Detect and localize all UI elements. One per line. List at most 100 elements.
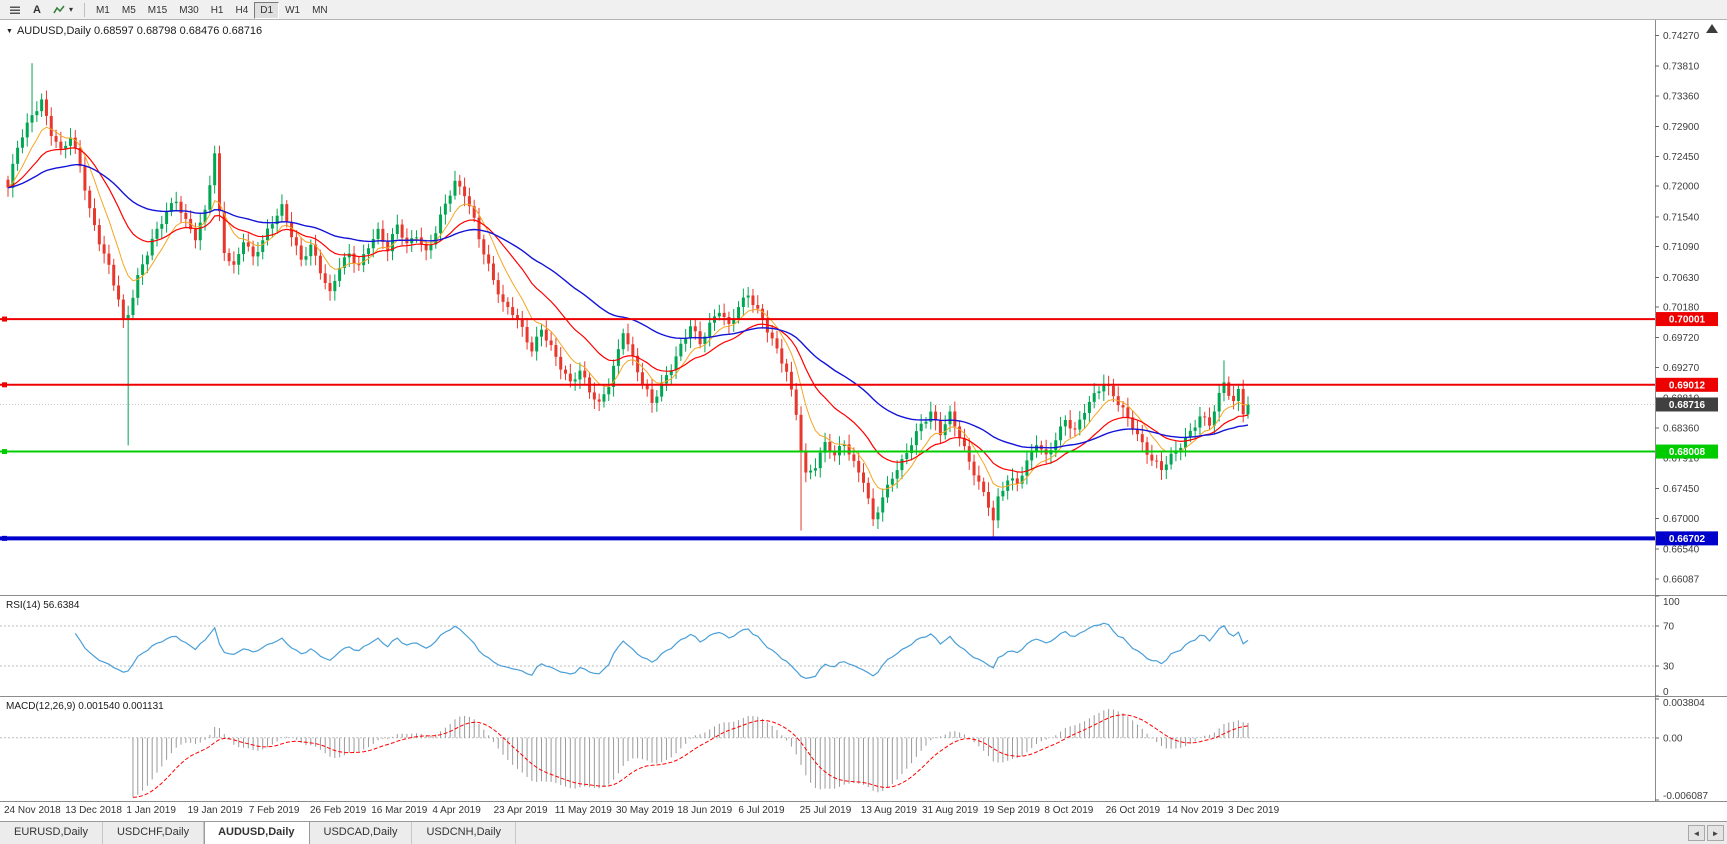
date-axis-label: 7 Feb 2019	[248, 805, 300, 816]
date-axis-label: 3 Dec 2019	[1228, 805, 1280, 816]
date-axis-label: 31 Aug 2019	[922, 805, 979, 816]
date-axis-label: 11 May 2019	[554, 805, 612, 816]
date-axis-label: 13 Dec 2018	[65, 805, 122, 816]
timeframe-w1-button[interactable]: W1	[279, 2, 306, 19]
date-axis-label: 16 Mar 2019	[371, 805, 428, 816]
price-tick-label: 0.70630	[1663, 273, 1700, 284]
ma-fast-line	[7, 126, 1248, 491]
hline-price-badge	[1656, 377, 1718, 392]
hline-price-badge-label: 0.66702	[1669, 534, 1706, 545]
tab-audusd[interactable]: AUDUSD,Daily	[204, 822, 310, 844]
timeframe-d1-button[interactable]: D1	[254, 2, 280, 19]
price-tick-label: 0.71540	[1663, 212, 1700, 223]
date-axis-label: 24 Nov 2018	[4, 805, 61, 816]
rsi-line	[74, 622, 1249, 680]
date-axis-label: 1 Jan 2019	[126, 805, 176, 816]
chart-list-icon[interactable]	[3, 1, 27, 18]
date-axis-label: 23 Apr 2019	[493, 805, 548, 816]
rsi-tick-label: 0	[1663, 687, 1669, 698]
macd-histogram	[132, 708, 1249, 798]
price-tick-label: 0.68360	[1663, 424, 1700, 435]
text-tool-icon[interactable]: A	[27, 1, 47, 18]
tab-scroll-arrows: ◄ ►	[1688, 825, 1724, 841]
timeframe-m5-button[interactable]: M5	[116, 2, 142, 19]
date-axis-label: 30 May 2019	[616, 805, 674, 816]
indicators-icon[interactable]: ▾	[47, 1, 79, 18]
date-axis-label: 25 Jul 2019	[799, 805, 852, 816]
scale-arrow-icon[interactable]	[1706, 24, 1718, 33]
date-axis-label: 19 Sep 2019	[983, 805, 1040, 816]
timeframe-h4-button[interactable]: H4	[229, 2, 254, 19]
dropdown-caret-icon: ▾	[68, 5, 73, 14]
date-axis-label: 26 Oct 2019	[1105, 805, 1161, 816]
date-axis-label: 19 Jan 2019	[187, 805, 243, 816]
tab-usdcnh[interactable]: USDCNH,Daily	[412, 822, 517, 844]
tab-usdchf[interactable]: USDCHF,Daily	[102, 822, 205, 844]
hline-price-badge-label: 0.69012	[1669, 380, 1706, 391]
price-tick-label: 0.70180	[1663, 303, 1700, 314]
symbol-tab-bar: EURUSD,Daily USDCHF,Daily AUDUSD,Daily USDC…	[0, 821, 1727, 844]
price-tick-label: 0.72000	[1663, 182, 1700, 193]
price-tick-label: 0.69270	[1663, 363, 1700, 374]
price-tick-label: 0.73360	[1663, 91, 1700, 102]
price-tick-label: 0.66087	[1663, 575, 1700, 586]
symbol-tabs: EURUSD,Daily USDCHF,Daily AUDUSD,Daily USDC…	[0, 822, 1727, 844]
current-price-badge-label: 0.68716	[1669, 400, 1706, 411]
timeframe-mn-button[interactable]: MN	[306, 2, 334, 19]
macd-signal-line	[132, 714, 1249, 798]
chart-title-text: AUDUSD,Daily 0.68597 0.68798 0.68476 0.6…	[16, 25, 263, 37]
chart-title: ▼ AUDUSD,Daily 0.68597 0.68798 0.68476 0…	[6, 25, 262, 37]
price-tick-label: 0.67450	[1663, 484, 1700, 495]
ma-mid-line	[7, 147, 1249, 473]
price-tick-label: 0.74270	[1663, 31, 1700, 42]
date-axis-label: 6 Jul 2019	[738, 805, 785, 816]
timeframe-m1-button[interactable]: M1	[90, 2, 116, 19]
macd-tick-label: 0.003804	[1663, 698, 1705, 709]
timeframe-h1-button[interactable]: H1	[205, 2, 230, 19]
tab-scroll-right-icon[interactable]: ►	[1707, 825, 1724, 841]
date-axis: 24 Nov 2018 13 Dec 2018 1 Jan 2019 19 Jan 2…	[0, 802, 1655, 821]
rsi-tick-label: 100	[1663, 597, 1680, 608]
date-axis-label: 13 Aug 2019	[860, 805, 917, 816]
tab-eurusd[interactable]: EURUSD,Daily	[0, 822, 103, 844]
hline-price-badge-label: 0.70001	[1669, 315, 1706, 326]
macd-tick-label: 0.00	[1663, 733, 1683, 744]
date-axis-label: 14 Nov 2019	[1166, 805, 1224, 816]
date-axis-label: 26 Feb 2019	[310, 805, 367, 816]
hline-price-badge	[1656, 312, 1718, 327]
chart-canvas[interactable]: 0.74270 0.73810 0.73360 0.72900 0.72450 0.720…	[0, 20, 1727, 821]
price-tick-label: 0.71090	[1663, 242, 1700, 253]
price-tick-label: 0.69720	[1663, 333, 1700, 344]
chart-title-marker-icon[interactable]: ▼	[6, 27, 13, 35]
price-tick-label: 0.73810	[1663, 61, 1700, 72]
price-tick-label: 0.67910	[1663, 454, 1700, 465]
price-tick-label: 0.66540	[1663, 545, 1700, 556]
hline-price-badge	[1656, 444, 1718, 459]
chart-list-glyph	[10, 6, 20, 14]
price-tick-label: 0.72900	[1663, 122, 1700, 133]
chart-area[interactable]: 0.74270 0.73810 0.73360 0.72900 0.72450 0.720…	[0, 20, 1727, 821]
hline-handle	[2, 535, 7, 541]
candlestick-series	[6, 63, 1250, 538]
date-axis-label: 8 Oct 2019	[1044, 805, 1094, 816]
timeframe-m15-button[interactable]: M15	[142, 2, 173, 19]
price-tick-label: 0.72450	[1663, 152, 1700, 163]
rsi-indicator-label: RSI(14) 56.6384	[6, 600, 80, 611]
timeframe-m30-button[interactable]: M30	[173, 2, 204, 19]
tab-scroll-left-icon[interactable]: ◄	[1688, 825, 1705, 841]
rsi-tick-label: 30	[1663, 662, 1675, 673]
hline-handle	[2, 316, 7, 322]
top-toolbar: A ▾ M1 M5 M15 M30 H1 H4 D1 W1 MN	[0, 0, 1727, 20]
current-price-badge	[1656, 397, 1718, 412]
date-axis-label: 18 Jun 2019	[677, 805, 733, 816]
zigzag-glyph	[53, 5, 65, 13]
macd-indicator-label: MACD(12,26,9) 0.001540 0.001131	[6, 701, 164, 712]
timeframe-buttons: M1 M5 M15 M30 H1 H4 D1 W1 MN	[90, 0, 334, 19]
rsi-tick-label: 70	[1663, 622, 1675, 633]
toolbar-separator	[83, 2, 85, 17]
date-axis-label: 4 Apr 2019	[432, 805, 481, 816]
ma-slow-line	[7, 163, 1249, 449]
tab-usdcad[interactable]: USDCAD,Daily	[309, 822, 413, 844]
hline-handle	[2, 382, 7, 388]
